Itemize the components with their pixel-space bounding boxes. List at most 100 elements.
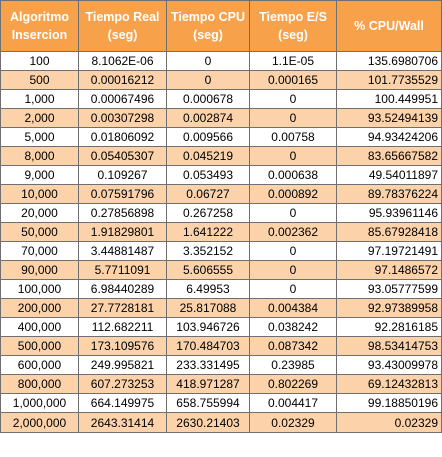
cell-cpu-wall: 69.12432813 — [336, 374, 442, 394]
cell-algoritmo: 800,000 — [0, 374, 79, 394]
cell-algoritmo: 90,000 — [0, 260, 79, 280]
cell-tiempo-real: 0.07591796 — [78, 184, 167, 204]
cell-algoritmo: 500 — [0, 70, 79, 90]
table-row: 400,000 112.682211 103.946726 0.038242 92.28… — [0, 317, 442, 337]
cell-cpu-wall: 92.2816185 — [336, 317, 442, 337]
cell-cpu-wall: 97.1486572 — [336, 260, 442, 280]
cell-cpu-wall: 97.19721491 — [336, 241, 442, 261]
cell-cpu-wall: 100.449951 — [336, 89, 442, 109]
cell-algoritmo: 9,000 — [0, 165, 79, 185]
cell-tiempo-cpu: 1.641222 — [166, 222, 250, 242]
cell-tiempo-cpu: 418.971287 — [166, 374, 250, 394]
cell-tiempo-cpu: 3.352152 — [166, 241, 250, 261]
cell-algoritmo: 100,000 — [0, 279, 79, 299]
cell-tiempo-es: 0.000638 — [249, 165, 337, 185]
cell-algoritmo: 1,000,000 — [0, 393, 79, 413]
cell-tiempo-real: 112.682211 — [78, 317, 167, 337]
table-row: 2,000,000 2643.31414 2630.21403 0.02329 0.02… — [0, 412, 442, 433]
cell-tiempo-cpu: 170.484703 — [166, 336, 250, 356]
header-row: Algoritmo Insercion Tiempo Real (seg) Ti… — [0, 0, 442, 52]
cell-tiempo-real: 173.109576 — [78, 336, 167, 356]
cell-algoritmo: 2,000 — [0, 108, 79, 128]
table-row: 500,000 173.109576 170.484703 0.087342 98.53… — [0, 336, 442, 356]
cell-algoritmo: 5,000 — [0, 127, 79, 147]
table-row: 8,000 0.05405307 0.045219 0 83.65667582 — [0, 146, 442, 166]
cell-cpu-wall: 135.6980706 — [336, 51, 442, 71]
cell-cpu-wall: 49.54011897 — [336, 165, 442, 185]
table-row: 10,000 0.07591796 0.06727 0.000892 89.783762… — [0, 184, 442, 204]
cell-tiempo-cpu: 0.000678 — [166, 89, 250, 109]
cell-tiempo-real: 664.149975 — [78, 393, 167, 413]
header-tiempo-cpu: Tiempo CPU (seg) — [166, 0, 250, 52]
cell-tiempo-es: 0 — [249, 279, 337, 299]
table-header: Algoritmo Insercion Tiempo Real (seg) Ti… — [0, 0, 442, 52]
table-row: 100 8.1062E-06 0 1.1E-05 135.6980706 — [0, 51, 442, 71]
header-tiempo-real: Tiempo Real (seg) — [78, 0, 167, 52]
cell-tiempo-real: 0.01806092 — [78, 127, 167, 147]
cell-tiempo-cpu: 0 — [166, 51, 250, 71]
table-body: 100 8.1062E-06 0 1.1E-05 135.6980706 500 0.000… — [0, 51, 442, 433]
cell-tiempo-es: 0 — [249, 89, 337, 109]
cell-algoritmo: 600,000 — [0, 355, 79, 375]
cell-cpu-wall: 99.18850196 — [336, 393, 442, 413]
cell-tiempo-real: 0.00067496 — [78, 89, 167, 109]
cell-algoritmo: 2,000,000 — [0, 412, 79, 433]
cell-cpu-wall: 93.52494139 — [336, 108, 442, 128]
table-row: 90,000 5.7711091 5.606555 0 97.1486572 — [0, 260, 442, 280]
cell-algoritmo: 400,000 — [0, 317, 79, 337]
header-algoritmo: Algoritmo Insercion — [0, 0, 79, 52]
cell-cpu-wall: 85.67928418 — [336, 222, 442, 242]
table-row: 2,000 0.00307298 0.002874 0 93.52494139 — [0, 108, 442, 128]
cell-tiempo-real: 607.273253 — [78, 374, 167, 394]
cell-algoritmo: 8,000 — [0, 146, 79, 166]
cell-tiempo-real: 5.7711091 — [78, 260, 167, 280]
cell-tiempo-es: 0.802269 — [249, 374, 337, 394]
cell-tiempo-real: 3.44881487 — [78, 241, 167, 261]
cell-tiempo-es: 1.1E-05 — [249, 51, 337, 71]
cell-cpu-wall: 94.93424206 — [336, 127, 442, 147]
table-row: 1,000 0.00067496 0.000678 0 100.449951 — [0, 89, 442, 109]
table-row: 500 0.00016212 0 0.000165 101.7735529 — [0, 70, 442, 90]
cell-cpu-wall: 98.53414753 — [336, 336, 442, 356]
cell-tiempo-real: 0.109267 — [78, 165, 167, 185]
cell-algoritmo: 200,000 — [0, 298, 79, 318]
cell-tiempo-real: 2643.31414 — [78, 412, 167, 433]
cell-tiempo-es: 0.087342 — [249, 336, 337, 356]
cell-tiempo-cpu: 0.06727 — [166, 184, 250, 204]
table-row: 600,000 249.995821 233.331495 0.23985 93.430… — [0, 355, 442, 375]
cell-tiempo-cpu: 0.045219 — [166, 146, 250, 166]
cell-cpu-wall: 0.02329 — [336, 412, 442, 433]
cell-tiempo-real: 249.995821 — [78, 355, 167, 375]
cell-algoritmo: 100 — [0, 51, 79, 71]
cell-cpu-wall: 101.7735529 — [336, 70, 442, 90]
cell-tiempo-cpu: 5.606555 — [166, 260, 250, 280]
cell-tiempo-cpu: 233.331495 — [166, 355, 250, 375]
cell-tiempo-cpu: 0.267258 — [166, 203, 250, 223]
cell-algoritmo: 1,000 — [0, 89, 79, 109]
cell-cpu-wall: 83.65667582 — [336, 146, 442, 166]
cell-tiempo-es: 0.002362 — [249, 222, 337, 242]
cell-tiempo-real: 8.1062E-06 — [78, 51, 167, 71]
cell-tiempo-cpu: 0.002874 — [166, 108, 250, 128]
cell-cpu-wall: 89.78376224 — [336, 184, 442, 204]
cell-cpu-wall: 93.05777599 — [336, 279, 442, 299]
cell-tiempo-cpu: 25.817088 — [166, 298, 250, 318]
cell-tiempo-real: 0.27856898 — [78, 203, 167, 223]
cell-tiempo-cpu: 0.009566 — [166, 127, 250, 147]
cell-tiempo-es: 0.00758 — [249, 127, 337, 147]
cell-cpu-wall: 92.97389958 — [336, 298, 442, 318]
cell-algoritmo: 50,000 — [0, 222, 79, 242]
cell-tiempo-cpu: 6.49953 — [166, 279, 250, 299]
cell-tiempo-real: 0.05405307 — [78, 146, 167, 166]
table-row: 9,000 0.109267 0.053493 0.000638 49.54011897 — [0, 165, 442, 185]
cell-tiempo-real: 6.98440289 — [78, 279, 167, 299]
cell-tiempo-real: 27.7728181 — [78, 298, 167, 318]
cell-algoritmo: 500,000 — [0, 336, 79, 356]
cell-cpu-wall: 93.43009978 — [336, 355, 442, 375]
results-table: Algoritmo Insercion Tiempo Real (seg) Ti… — [0, 0, 442, 433]
cell-tiempo-cpu: 2630.21403 — [166, 412, 250, 433]
cell-tiempo-es: 0.004417 — [249, 393, 337, 413]
cell-tiempo-es: 0 — [249, 108, 337, 128]
cell-tiempo-es: 0.000165 — [249, 70, 337, 90]
cell-tiempo-real: 1.91829801 — [78, 222, 167, 242]
